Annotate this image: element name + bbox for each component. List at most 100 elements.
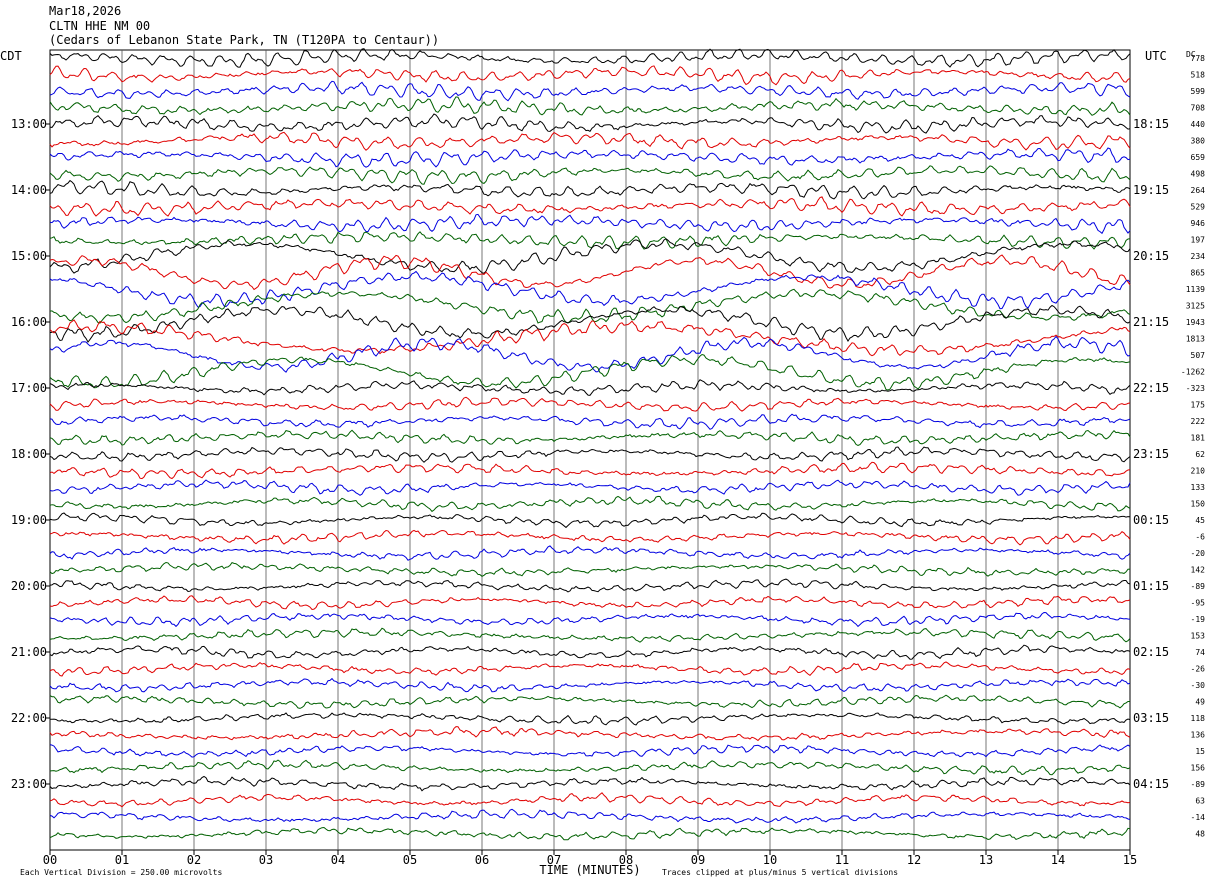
seismic-trace bbox=[49, 254, 1131, 291]
utc-hour-label: 03:15 bbox=[1133, 711, 1169, 725]
utc-hour-label: 02:15 bbox=[1133, 645, 1169, 659]
dc-offset-label: -26 bbox=[1191, 665, 1206, 674]
dc-header: DC bbox=[1186, 50, 1196, 59]
dc-offset-label: 136 bbox=[1191, 731, 1206, 740]
seismic-trace bbox=[49, 165, 1131, 185]
cdt-hour-label: 23:00 bbox=[11, 777, 47, 791]
seismic-trace bbox=[49, 429, 1131, 446]
dc-offset-label: 210 bbox=[1191, 467, 1206, 476]
dc-offset-label: -20 bbox=[1191, 549, 1206, 558]
dc-offset-label: 1813 bbox=[1186, 335, 1205, 344]
cdt-hour-label: 15:00 bbox=[11, 249, 47, 263]
utc-hour-label: 04:15 bbox=[1133, 777, 1169, 791]
utc-hour-label: 18:15 bbox=[1133, 117, 1169, 131]
seismic-trace bbox=[49, 677, 1131, 693]
seismic-trace bbox=[49, 335, 1131, 373]
seismic-trace bbox=[49, 96, 1131, 116]
seismic-trace bbox=[49, 413, 1131, 430]
x-tick-label: 12 bbox=[907, 853, 921, 867]
seismic-trace bbox=[49, 48, 1131, 68]
dc-offset-label: -14 bbox=[1191, 813, 1206, 822]
dc-offset-label: 507 bbox=[1191, 351, 1206, 360]
cdt-hour-label: 13:00 bbox=[11, 117, 47, 131]
x-tick-label: 13 bbox=[979, 853, 993, 867]
location-label: (Cedars of Lebanon State Park, TN (T120P… bbox=[49, 33, 440, 47]
seismic-trace bbox=[49, 744, 1131, 758]
x-tick-label: 05 bbox=[403, 853, 417, 867]
seismic-trace bbox=[49, 694, 1130, 709]
utc-hour-label: 22:15 bbox=[1133, 381, 1169, 395]
dc-offset-label: -323 bbox=[1186, 384, 1205, 393]
dc-offset-label: -6 bbox=[1195, 533, 1205, 542]
x-tick-label: 03 bbox=[259, 853, 273, 867]
utc-hour-label: 00:15 bbox=[1133, 513, 1169, 527]
dc-offset-label: 264 bbox=[1191, 186, 1206, 195]
dc-offset-label: 599 bbox=[1191, 87, 1206, 96]
station-label: CLTN HHE NM 00 bbox=[49, 19, 151, 33]
seismic-trace bbox=[49, 578, 1131, 593]
dc-offset-label: 708 bbox=[1191, 104, 1206, 113]
seismic-trace bbox=[49, 529, 1131, 546]
dc-offset-label: 1139 bbox=[1186, 285, 1205, 294]
dc-offset-label: 3125 bbox=[1186, 302, 1205, 311]
seismic-trace bbox=[49, 238, 1131, 274]
dc-offset-label: 778 bbox=[1191, 54, 1206, 63]
x-tick-label: 09 bbox=[691, 853, 705, 867]
x-tick-label: 11 bbox=[835, 853, 849, 867]
dc-offset-label: 234 bbox=[1191, 252, 1206, 261]
x-axis-title: TIME (MINUTES) bbox=[539, 863, 640, 877]
dc-offset-label: -30 bbox=[1191, 681, 1206, 690]
seismic-trace bbox=[49, 196, 1131, 217]
x-tick-label: 15 bbox=[1123, 853, 1137, 867]
x-tick-label: 08 bbox=[619, 853, 633, 867]
dc-offset-label: 45 bbox=[1195, 516, 1205, 525]
cdt-hour-label: 19:00 bbox=[11, 513, 47, 527]
x-tick-label: 02 bbox=[187, 853, 201, 867]
seismic-trace bbox=[49, 80, 1131, 102]
dc-offset-label: 197 bbox=[1191, 236, 1206, 245]
x-tick-label: 07 bbox=[547, 853, 561, 867]
dc-offset-label: 518 bbox=[1191, 71, 1206, 80]
seismic-trace bbox=[49, 808, 1131, 824]
dc-offset-label: 118 bbox=[1191, 714, 1206, 723]
utc-hour-label: 20:15 bbox=[1133, 249, 1169, 263]
cdt-hour-label: 22:00 bbox=[11, 711, 47, 725]
dc-offset-label: -19 bbox=[1191, 615, 1206, 624]
seismic-trace bbox=[49, 270, 1131, 310]
seismic-trace bbox=[49, 495, 1131, 513]
dc-offset-label: 222 bbox=[1191, 417, 1206, 426]
dc-offset-label: 63 bbox=[1195, 797, 1205, 806]
seismic-trace bbox=[49, 396, 1131, 412]
seismic-trace bbox=[49, 319, 1131, 357]
seismic-trace bbox=[49, 712, 1131, 726]
dc-offset-label: 498 bbox=[1191, 170, 1206, 179]
dc-offset-label: 133 bbox=[1191, 483, 1206, 492]
cdt-hour-label: 14:00 bbox=[11, 183, 47, 197]
seismic-trace bbox=[49, 213, 1131, 235]
x-tick-label: 01 bbox=[115, 853, 129, 867]
dc-offset-label: 156 bbox=[1191, 764, 1206, 773]
seismic-trace bbox=[49, 512, 1131, 529]
seismic-trace bbox=[49, 726, 1131, 742]
cdt-hour-label: 20:00 bbox=[11, 579, 47, 593]
seismic-trace bbox=[49, 611, 1131, 628]
seismic-trace bbox=[49, 288, 1131, 324]
seismic-trace bbox=[49, 379, 1131, 396]
dc-offset-label: -1262 bbox=[1181, 368, 1205, 377]
utc-hour-label: 21:15 bbox=[1133, 315, 1169, 329]
utc-hour-label: 23:15 bbox=[1133, 447, 1169, 461]
seismic-trace bbox=[49, 147, 1131, 168]
seismic-trace bbox=[49, 446, 1131, 463]
x-tick-label: 06 bbox=[475, 853, 489, 867]
x-tick-label: 14 bbox=[1051, 853, 1065, 867]
cdt-hour-label: 21:00 bbox=[11, 645, 47, 659]
dc-offset-label: 175 bbox=[1191, 401, 1206, 410]
cdt-label: CDT bbox=[0, 49, 22, 63]
utc-label: UTC bbox=[1145, 49, 1167, 63]
dc-offset-label: 440 bbox=[1191, 120, 1206, 129]
dc-offset-label: 153 bbox=[1191, 632, 1206, 641]
vertical-division-note: Each Vertical Division = 250.00 microvol… bbox=[20, 868, 223, 877]
dc-offset-label: 150 bbox=[1191, 500, 1206, 509]
seismic-trace bbox=[49, 179, 1131, 200]
